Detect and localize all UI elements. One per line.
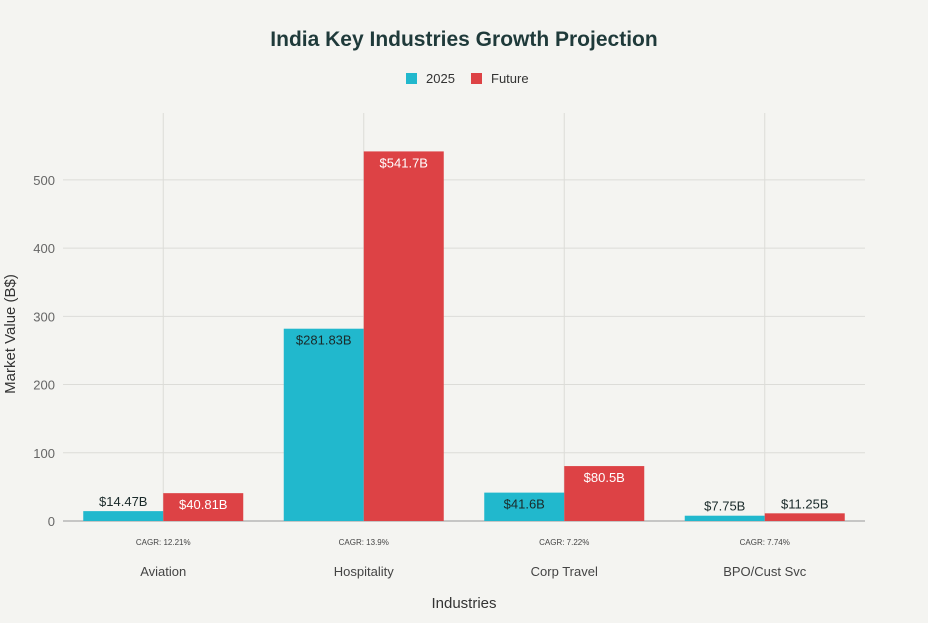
cagr-annotation: CAGR: 13.9% xyxy=(339,538,389,547)
data-label: $14.47B xyxy=(99,494,147,509)
data-label: $7.75B xyxy=(704,499,745,514)
x-axis-title: Industries xyxy=(431,595,496,612)
bar-future-3 xyxy=(764,513,845,521)
y-tick-label: 200 xyxy=(33,378,55,393)
bar-future-1 xyxy=(363,151,444,521)
legend-label-2025: 2025 xyxy=(426,71,455,86)
y-tick-label: 500 xyxy=(33,173,55,188)
cagr-annotation: CAGR: 7.22% xyxy=(539,538,589,547)
data-label: $40.81B xyxy=(179,497,227,512)
y-tick-label: 300 xyxy=(33,309,55,324)
bar-2025-0 xyxy=(83,511,164,521)
bar-2025-3 xyxy=(684,515,765,521)
chart-title: India Key Industries Growth Projection xyxy=(270,28,657,51)
y-axis-title: Market Value (B$) xyxy=(2,274,19,394)
y-tick-label: 0 xyxy=(48,514,55,529)
data-label: $11.25B xyxy=(781,496,828,511)
data-label: $281.83B xyxy=(296,333,352,348)
legend-swatch-2025 xyxy=(406,73,417,84)
legend-label-future: Future xyxy=(491,71,529,86)
data-label: $41.6B xyxy=(504,497,545,512)
x-tick-label: Hospitality xyxy=(334,564,394,579)
bar-future-2 xyxy=(564,466,645,521)
bar-2025-2 xyxy=(484,492,565,521)
bar-future-0 xyxy=(163,493,244,521)
x-tick-label: Corp Travel xyxy=(531,564,598,579)
x-tick-label: Aviation xyxy=(140,564,186,579)
y-tick-label: 400 xyxy=(33,241,55,256)
legend-swatch-future xyxy=(471,73,482,84)
y-tick-label: 100 xyxy=(33,446,55,461)
x-tick-label: BPO/Cust Svc xyxy=(723,564,807,579)
data-label: $80.5B xyxy=(584,470,625,485)
data-label: $541.7B xyxy=(380,155,428,170)
cagr-annotation: CAGR: 12.21% xyxy=(136,538,191,547)
legend: 2025 Future xyxy=(406,71,529,86)
bar-2025-1 xyxy=(283,328,364,521)
cagr-annotation: CAGR: 7.74% xyxy=(740,538,790,547)
